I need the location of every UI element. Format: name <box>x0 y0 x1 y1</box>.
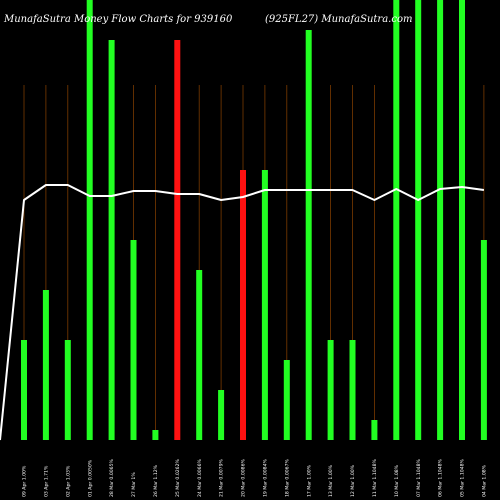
x-tick-label: 25 Mar 0.0262% <box>175 458 181 497</box>
x-axis-tick-labels: 09 Apr 1.00% 03 Apr 1.71% 02 Apr 1.03% 01 A… <box>22 458 488 497</box>
x-tick-label: 13 Mar 1.00% <box>328 464 334 497</box>
bar-green <box>218 390 225 440</box>
x-tick-label: 20 Mar 0.0086% <box>241 458 247 497</box>
x-tick-label: 10 Mar 1.08% <box>394 464 400 497</box>
x-tick-label: 06 Mar 1.1048% <box>438 458 444 497</box>
x-tick-label: 28 Mar 0.0065% <box>109 458 115 497</box>
x-tick-label: 19 Mar 0.0084% <box>263 458 269 497</box>
chart-title-left: MunafaSutra Money Flow Charts for 939160 <box>3 14 233 25</box>
bar-green <box>327 340 334 440</box>
bar-green <box>261 170 268 440</box>
bar-green <box>305 30 312 440</box>
money-flow-line <box>0 184 485 441</box>
bar-green <box>437 0 444 440</box>
bar-green <box>459 0 465 440</box>
x-tick-label: 09 Apr 1.00% <box>22 465 28 497</box>
x-tick-label: 07 Mar 1.1048% <box>416 458 422 497</box>
bar-green <box>393 0 400 440</box>
bar-green <box>42 290 49 440</box>
x-tick-label: 02 Apr 1.03% <box>65 465 71 497</box>
bar-green <box>196 270 203 440</box>
bar-green <box>152 430 159 440</box>
bar-green <box>415 0 422 440</box>
bar-red <box>174 40 181 440</box>
x-tick-label: 04 Mar 1.08% <box>482 464 488 497</box>
x-tick-label: 21 Mar 0.0079% <box>219 458 225 497</box>
x-tick-label: 27 Mar 1% <box>131 472 137 497</box>
line-series <box>0 184 485 441</box>
x-tick-label: 18 Mar 0.0067% <box>284 458 290 497</box>
x-tick-label: 17 Mar 1.00% <box>306 464 312 497</box>
x-tick-label: 11 Mar 1.1048% <box>372 458 378 497</box>
bar-green <box>283 360 290 440</box>
chart-title-right: (925FL27) MunafaSutra.com <box>265 14 412 25</box>
bar-green <box>86 0 93 440</box>
bar-green <box>349 340 356 440</box>
x-tick-label: 05 Mar 1.1048% <box>460 458 466 497</box>
x-tick-label: 26 Mar 1.12% <box>153 464 159 497</box>
x-tick-label: 01 Apr 0.0050% <box>87 459 93 497</box>
bar-green <box>130 240 137 440</box>
bar-green <box>371 420 378 440</box>
x-tick-label: 24 Mar 0.0066% <box>197 458 203 497</box>
x-tick-label: 12 Mar 1.00% <box>350 464 356 497</box>
bar-green <box>21 340 27 440</box>
bar-green <box>64 340 71 440</box>
bar-red <box>240 170 246 440</box>
bars <box>21 0 487 440</box>
x-tick-label: 03 Apr 1.71% <box>44 465 50 497</box>
bar-green <box>480 240 487 440</box>
bar-green <box>108 40 115 440</box>
